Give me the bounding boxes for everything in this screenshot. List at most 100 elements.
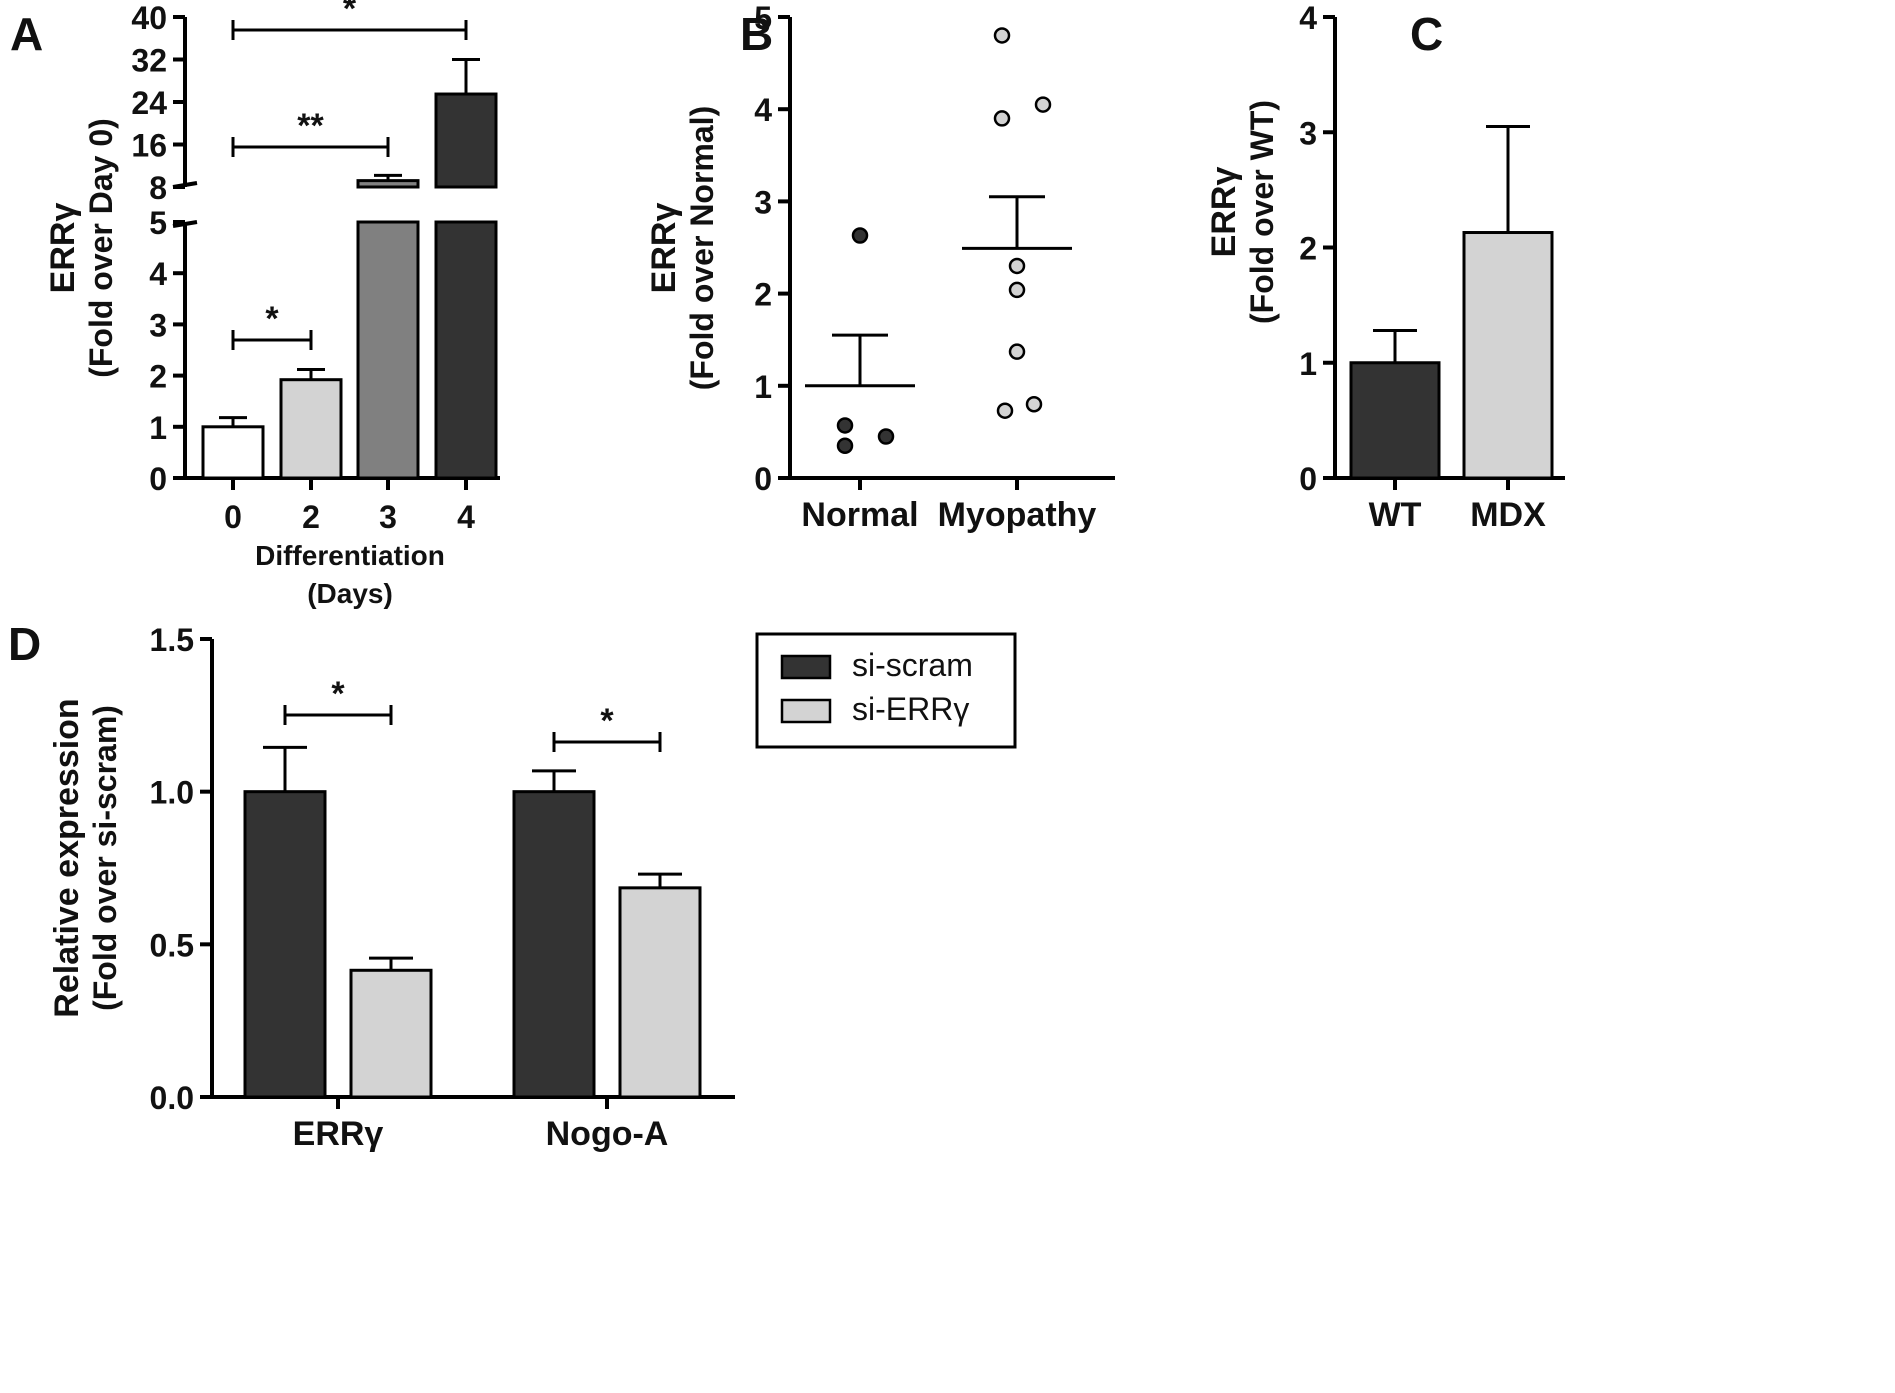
y-tick-label: 1 [754, 369, 772, 405]
y-tick-label: 3 [149, 307, 167, 343]
bar-lower [434, 220, 498, 480]
y-axis-label-line1: ERRγ [1205, 167, 1243, 258]
y-tick-label: 5 [149, 205, 167, 241]
y-axis-label-line1: ERRγ [44, 203, 82, 294]
panel-letter: B [740, 8, 773, 60]
panel-d: D 0.0 0.5 1.0 1.5 ERRγ Nogo-A * * Relative expres… [8, 618, 1017, 1153]
x-tick-label: ERRγ [293, 1115, 384, 1153]
y-tick-label: 5 [754, 0, 772, 36]
y-tick-label: 0.5 [150, 927, 194, 963]
bar [201, 425, 265, 480]
panel-letter: C [1410, 8, 1443, 60]
error-bar [263, 745, 307, 792]
significance-bracket: * [283, 675, 393, 725]
y-axis-label-line2: (Fold over Normal) [684, 106, 720, 390]
bar [1462, 231, 1554, 480]
legend-label: si-ERRγ [852, 691, 969, 727]
bar-lower [356, 220, 420, 480]
error-bar [219, 416, 247, 427]
error-bar [532, 769, 576, 792]
data-point [993, 110, 1011, 127]
bar [1349, 361, 1441, 480]
error-bar [452, 58, 480, 95]
y-tick-label: 16 [131, 128, 167, 164]
data-point [1008, 257, 1026, 275]
y-axis-label-line2: (Fold over WT) [1244, 100, 1280, 324]
y-tick-label: 2 [754, 277, 772, 313]
y-tick-label: 3 [1299, 115, 1317, 151]
y-axis-label-line1: ERRγ [645, 203, 683, 294]
x-tick-label: 2 [302, 499, 320, 535]
data-point [1008, 281, 1026, 299]
y-tick-label: 1 [149, 410, 167, 446]
significance-bracket: * [231, 300, 313, 350]
y-tick-label: 1.5 [150, 622, 194, 658]
error-bar [1373, 328, 1417, 363]
significance-bracket: * [231, 0, 468, 40]
x-tick-label: WT [1369, 496, 1422, 534]
data-point [996, 402, 1014, 419]
data-point [877, 428, 895, 445]
bar [243, 790, 327, 1099]
y-tick-label: 4 [1299, 0, 1317, 36]
error-bar [297, 367, 325, 380]
y-tick-label: 0.0 [150, 1080, 194, 1116]
x-axis-label-line2: (Days) [307, 578, 393, 609]
panel-letter: A [10, 8, 43, 60]
x-tick-label: 0 [224, 499, 242, 535]
y-tick-label: 1 [1299, 346, 1317, 382]
x-tick-label: Normal [801, 496, 918, 534]
panel-c: C 0 1 2 3 4 WT MDX ERRγ (Fold over WT) [1205, 0, 1565, 534]
x-tick-label: MDX [1470, 496, 1546, 534]
y-axis-label: Relative expression (Fold over si-scram) [48, 698, 123, 1017]
significance-bracket-label: * [331, 675, 345, 713]
x-tick-label: Nogo-A [546, 1115, 669, 1153]
y-tick-label: 1.0 [150, 775, 194, 811]
y-axis-label: ERRγ (Fold over Day 0) [44, 118, 119, 378]
y-tick-label: 32 [131, 43, 167, 79]
y-tick-label: 3 [754, 184, 772, 220]
y-tick-label: 2 [1299, 231, 1317, 267]
error-bar [1486, 124, 1530, 233]
x-tick-label: Myopathy [938, 496, 1097, 534]
legend: si-scram si-ERRγ [755, 632, 1017, 749]
legend-box [755, 632, 1017, 749]
y-axis-label-line1: Relative expression [48, 698, 86, 1017]
significance-bracket-label: * [600, 702, 614, 740]
legend-swatch [780, 654, 832, 680]
error-bar [638, 872, 682, 888]
y-tick-label: 2 [149, 359, 167, 395]
data-point [1025, 395, 1043, 413]
significance-bracket-label: ** [297, 107, 324, 145]
data-point [836, 417, 854, 434]
y-tick-label: 4 [754, 92, 772, 128]
data-point [993, 27, 1011, 44]
significance-bracket-label: * [265, 300, 279, 338]
significance-bracket: ** [231, 107, 390, 157]
bar [279, 378, 343, 480]
data-point [851, 227, 869, 244]
error-bar [374, 173, 402, 181]
y-axis-label: ERRγ (Fold over WT) [1205, 100, 1280, 324]
y-tick-label: 0 [1299, 461, 1317, 497]
y-axis-label-line2: (Fold over si-scram) [87, 705, 123, 1011]
y-tick-label: 40 [131, 0, 167, 36]
y-tick-label: 8 [149, 170, 167, 206]
data-point [1034, 96, 1052, 113]
data-point [836, 437, 854, 454]
panel-letter: D [8, 618, 41, 670]
bar-upper [356, 179, 420, 189]
error-bar [369, 956, 413, 971]
y-tick-label: 24 [131, 85, 167, 121]
legend-label: si-scram [852, 647, 973, 683]
x-tick-label: 3 [379, 499, 397, 535]
bar-upper [434, 92, 498, 189]
legend-swatch [780, 698, 832, 724]
y-axis-label-line2: (Fold over Day 0) [83, 118, 119, 378]
panel-b: B 0 1 2 3 4 5 Normal Myopathy ERRγ (Fold over Norm… [645, 0, 1115, 534]
x-axis-label-line1: Differentiation [255, 540, 445, 571]
y-tick-label: 0 [149, 461, 167, 497]
bar [618, 886, 702, 1099]
